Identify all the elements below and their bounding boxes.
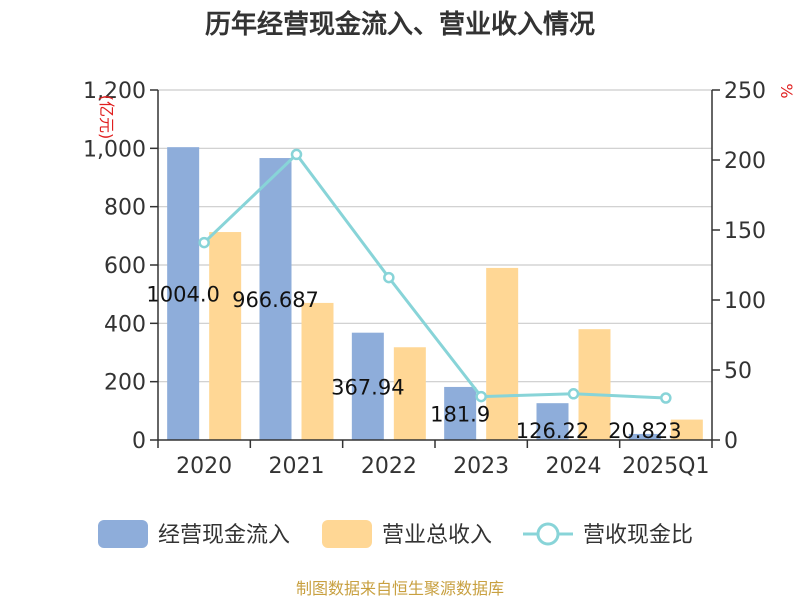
- bar-cash-inflow-2022: [351, 332, 384, 440]
- legend-label-revenue: 营业总收入: [382, 523, 492, 548]
- gridlines: [158, 89, 712, 383]
- ratio-point-2022: [383, 271, 395, 284]
- bar-revenue-2024: [578, 329, 611, 440]
- y-right-tick-label: 250: [724, 79, 766, 104]
- bar-cash-inflow-2025Q1: [628, 433, 661, 440]
- ratio-point-2021: [290, 148, 303, 161]
- legend-swatch-cash-inflow: [98, 520, 148, 548]
- ratio-point-2024: [567, 388, 580, 400]
- bar-revenue-2021: [301, 302, 334, 440]
- x-tick-label-2022: 2022: [361, 454, 417, 479]
- y-left-tick-label: 600: [104, 254, 146, 279]
- ratio-line: [198, 148, 672, 404]
- x-tick-label-2020: 2020: [176, 454, 232, 479]
- data-label-cash-inflow-2025Q1: 20.823: [608, 419, 681, 443]
- legend-marker-ratio: [536, 522, 560, 546]
- y-left-tick-label: 1,200: [83, 79, 146, 104]
- ratio-point-2020: [198, 236, 210, 249]
- data-label-cash-inflow-2024: 126.22: [516, 419, 589, 443]
- legend-label-cash-inflow: 经营现金流入: [158, 523, 290, 548]
- legend: 经营现金流入 营业总收入 营收现金比: [98, 520, 693, 548]
- bar-revenue-2020: [209, 232, 242, 440]
- y-left-tick-label: 1,000: [83, 137, 146, 162]
- y-left-tick-label: 0: [132, 429, 146, 454]
- data-label-cash-inflow-2022: 367.94: [331, 375, 404, 399]
- y-right-tick-label: 0: [724, 429, 738, 454]
- y-left-tick-label: 200: [104, 371, 146, 396]
- data-label-cash-inflow-2023: 181.9: [430, 402, 490, 426]
- y-left-tick-label: 800: [104, 196, 146, 221]
- y-right-tick-label: 200: [724, 149, 766, 174]
- x-tick-label-2021: 2021: [269, 454, 325, 479]
- bar-cash-inflow-2020: [167, 147, 200, 440]
- axes: 0 200 400 600 800 1,000 1,200 0 50 100 150 200 250 20…: [83, 79, 796, 479]
- y-left-unit-label: (亿元): [97, 95, 116, 140]
- bar-revenue-2025Q1: [670, 419, 703, 440]
- y-right-tick-label: 50: [724, 359, 752, 384]
- y-right-unit-label: %: [777, 83, 796, 98]
- ratio-point-2025Q1: [660, 392, 672, 404]
- x-tick-label-2024: 2024: [546, 454, 602, 479]
- bar-revenue-2022: [393, 347, 426, 440]
- y-right-tick-label: 100: [724, 289, 766, 314]
- legend-swatch-revenue: [322, 520, 372, 548]
- legend-label-ratio: 营收现金比: [583, 523, 693, 548]
- x-tick-label-2023: 2023: [453, 454, 509, 479]
- bar-cash-inflow-2021: [259, 158, 292, 440]
- x-tick-label-2025Q1: 2025Q1: [622, 454, 709, 479]
- bars: [167, 147, 703, 440]
- y-left-tick-label: 400: [104, 312, 146, 337]
- chart-title: 历年经营现金流入、营业收入情况: [205, 9, 595, 40]
- ratio-point-2023: [475, 390, 487, 403]
- bar-cash-inflow-2024: [536, 403, 569, 440]
- ratio-series-line: [203, 152, 666, 400]
- y-right-tick-label: 150: [724, 219, 766, 244]
- footer-source: 制图数据来自恒生聚源数据库: [296, 579, 504, 598]
- bar-cash-inflow-2023: [444, 386, 477, 440]
- data-label-cash-inflow-2021: 966.687: [232, 288, 319, 312]
- bar-revenue-2023: [486, 267, 519, 440]
